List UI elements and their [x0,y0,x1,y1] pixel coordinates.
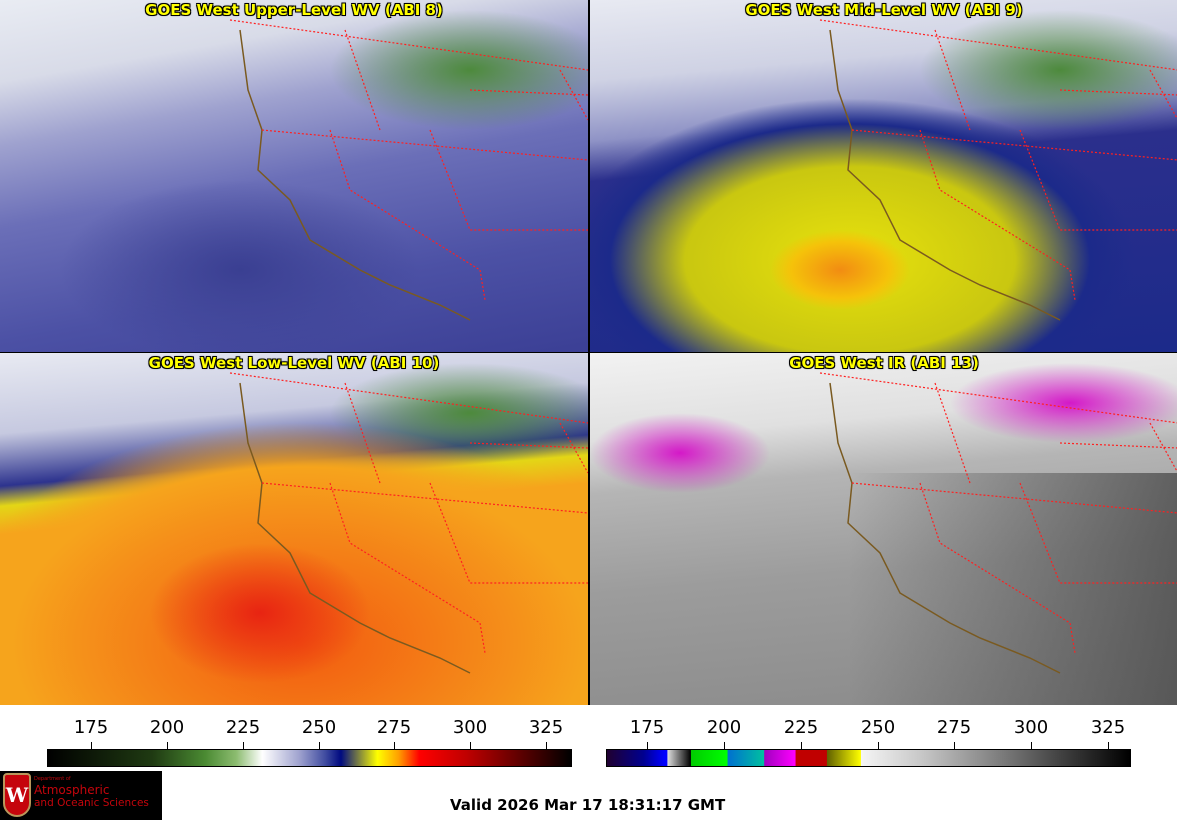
colorbar-tick-label: 175 [629,717,665,738]
colorbar-tick [167,742,168,749]
uw-shield-icon: W [3,773,31,817]
uw-aos-logo: W Department of Atmospheric and Oceanic … [0,771,162,820]
panel-title: GOES West Upper-Level WV (ABI 8) [145,1,443,19]
valid-time: Valid 2026 Mar 17 18:31:17 GMT [450,796,726,814]
colorbar-tick-label: 250 [301,717,337,738]
colorbar-tick-label: 200 [149,717,185,738]
colorbar-infrared [606,749,1131,767]
colorbar-tick-label: 225 [783,717,819,738]
colorbar-tick-label: 200 [706,717,742,738]
colorbar-tick [243,742,244,749]
colorbar-tick-label: 300 [452,717,488,738]
logo-text: Atmospheric [34,783,110,797]
colorbar-tick [470,742,471,749]
panel-title: GOES West IR (ABI 13) [789,354,979,372]
colorbar-tick-label: 275 [376,717,412,738]
map-overlay [819,19,1177,321]
colorbar-tick-label: 225 [225,717,261,738]
colorbar-tick [1108,742,1109,749]
panel-title: GOES West Low-Level WV (ABI 10) [148,354,440,372]
panel-divider [0,352,1177,353]
colorbar-tick-label: 300 [1013,717,1049,738]
colorbar-tick [319,742,320,749]
colorbar-tick [801,742,802,749]
colorbar-water-vapor [47,749,572,767]
panel-title: GOES West Mid-Level WV (ABI 9) [745,1,1023,19]
colorbar-tick [647,742,648,749]
colorbar-tick [91,742,92,749]
colorbar-tick-label: 325 [528,717,564,738]
colorbar-tick [724,742,725,749]
colorbar-tick [954,742,955,749]
land-shading [848,473,1177,705]
logo-text: and Oceanic Sciences [34,797,149,809]
logo-mark: W [5,783,29,807]
map-overlay [229,372,588,674]
panel-infrared: GOES West IR (ABI 13) [590,353,1177,705]
colorbar-tick [1031,742,1032,749]
map-overlay [819,372,1177,674]
colorbar-tick [878,742,879,749]
colorbar-tick-label: 250 [860,717,896,738]
colorbar-tick-label: 325 [1090,717,1126,738]
colorbar-tick [546,742,547,749]
colorbar-tick [394,742,395,749]
panel-upper-level-wv: GOES West Upper-Level WV (ABI 8) [0,0,588,352]
logo-text: Department of [34,776,71,782]
panel-mid-level-wv: GOES West Mid-Level WV (ABI 9) [590,0,1177,352]
colorbar-tick-label: 175 [73,717,109,738]
panel-low-level-wv: GOES West Low-Level WV (ABI 10) [0,353,588,705]
map-overlay [229,19,588,321]
colorbar-tick-label: 275 [936,717,972,738]
